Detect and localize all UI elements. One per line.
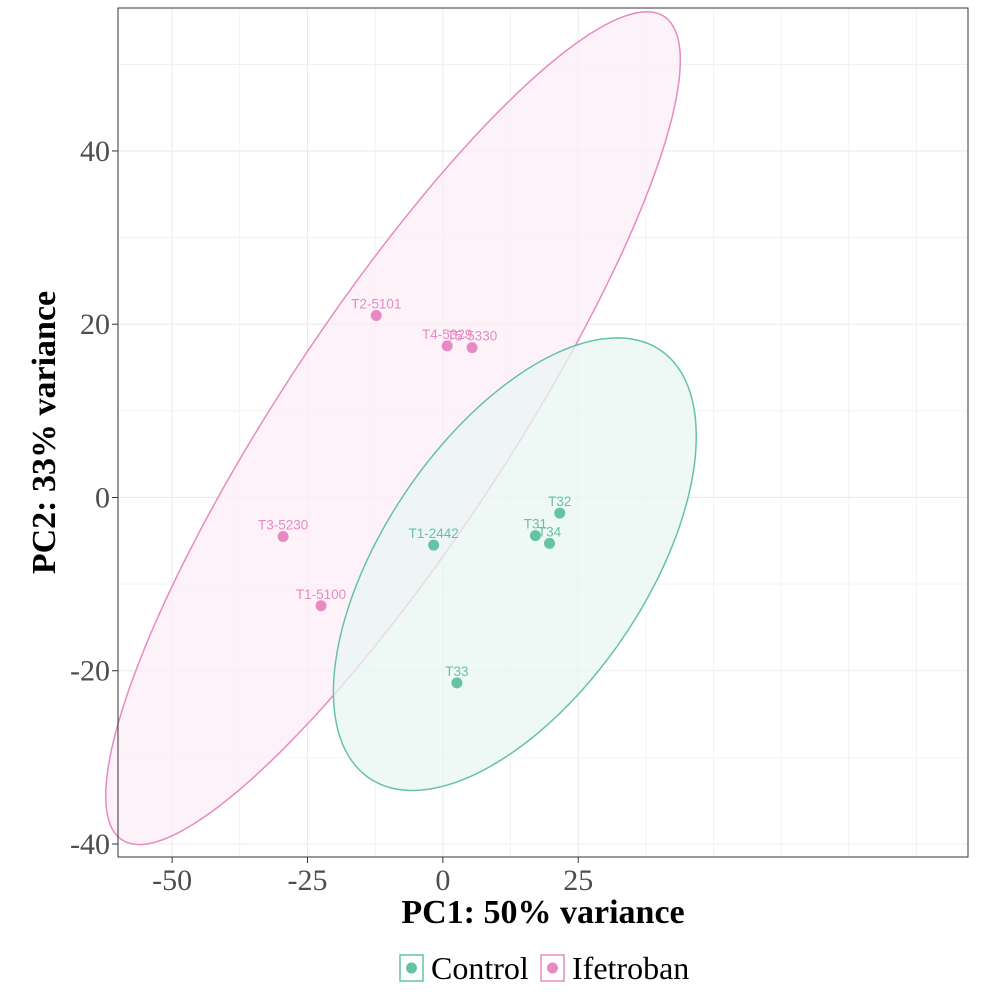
y-tick-label: 20	[80, 308, 110, 341]
data-points	[277, 310, 566, 689]
legend-marker-ifetroban	[547, 962, 558, 974]
axis-ticks: -50 -25 0 25 -40 -20 0 20 40	[70, 135, 593, 897]
point-t1-5100	[315, 600, 327, 612]
x-tick-label: -25	[287, 864, 327, 897]
point-label-t2-5101: T2-5101	[351, 297, 401, 312]
x-tick-label: 0	[435, 864, 450, 897]
point-label-t1-5100: T1-5100	[296, 587, 346, 602]
point-label-t33: T33	[445, 664, 468, 679]
x-tick-label: -50	[152, 864, 192, 897]
confidence-ellipses	[105, 11, 698, 846]
point-t32	[554, 507, 566, 519]
point-label-t32: T32	[548, 494, 571, 509]
point-t33	[451, 677, 463, 689]
ellipse-ifetroban	[105, 11, 682, 846]
point-label-t4-5329: T4-5329	[422, 327, 472, 342]
legend: Control Ifetroban	[399, 950, 689, 986]
legend-label-ifetroban: Ifetroban	[572, 950, 689, 986]
point-t1-2442	[428, 539, 440, 551]
plot-panel-border	[117, 7, 969, 858]
point-t34	[543, 537, 555, 549]
point-label-t1-2442: T1-2442	[408, 526, 458, 541]
y-tick-label: 0	[95, 481, 110, 514]
point-label-t31: T31	[524, 517, 547, 532]
point-t31	[529, 530, 541, 542]
legend-marker-control	[406, 962, 417, 974]
legend-label-control: Control	[431, 950, 529, 986]
point-t3-5230	[277, 530, 289, 542]
y-axis-title: PC2: 33% variance	[26, 291, 63, 574]
x-axis-title: PC1: 50% variance	[401, 894, 684, 931]
x-tick-label: 25	[563, 864, 593, 897]
point-label-t5-5330: T5-5330	[447, 329, 497, 344]
point-t5-5330	[466, 342, 478, 354]
y-tick-label: 40	[80, 135, 110, 168]
point-t4-5329	[441, 340, 453, 352]
y-tick-label: -20	[70, 655, 110, 688]
point-label-t34: T34	[538, 524, 562, 539]
point-t2-5101	[370, 310, 382, 322]
y-tick-label: -40	[70, 828, 110, 861]
ellipse-control	[332, 337, 698, 792]
point-label-t3-5230: T3-5230	[258, 517, 308, 532]
